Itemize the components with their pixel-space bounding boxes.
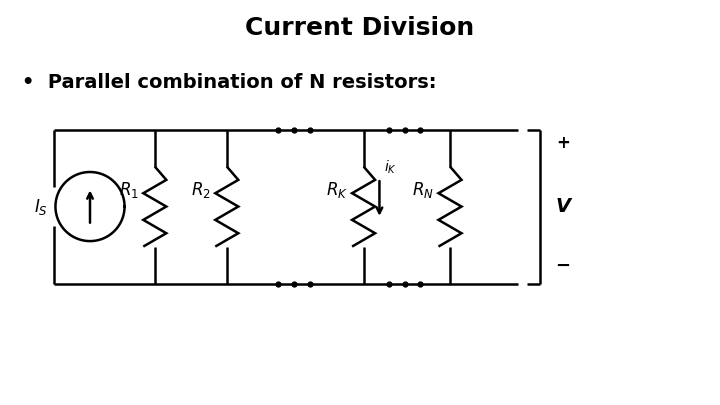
Text: $R_N$: $R_N$ bbox=[413, 180, 434, 200]
Text: −: − bbox=[555, 258, 571, 275]
Text: Current Division: Current Division bbox=[246, 16, 474, 40]
Text: +: + bbox=[556, 134, 570, 151]
Text: V: V bbox=[555, 197, 571, 216]
Text: $R_K$: $R_K$ bbox=[326, 180, 348, 200]
Text: •  Parallel combination of N resistors:: • Parallel combination of N resistors: bbox=[22, 73, 436, 92]
Text: $i_K$: $i_K$ bbox=[384, 159, 397, 176]
Text: $R_2$: $R_2$ bbox=[191, 180, 211, 200]
Text: $R_1$: $R_1$ bbox=[119, 180, 139, 200]
Text: $I_S$: $I_S$ bbox=[35, 196, 48, 217]
